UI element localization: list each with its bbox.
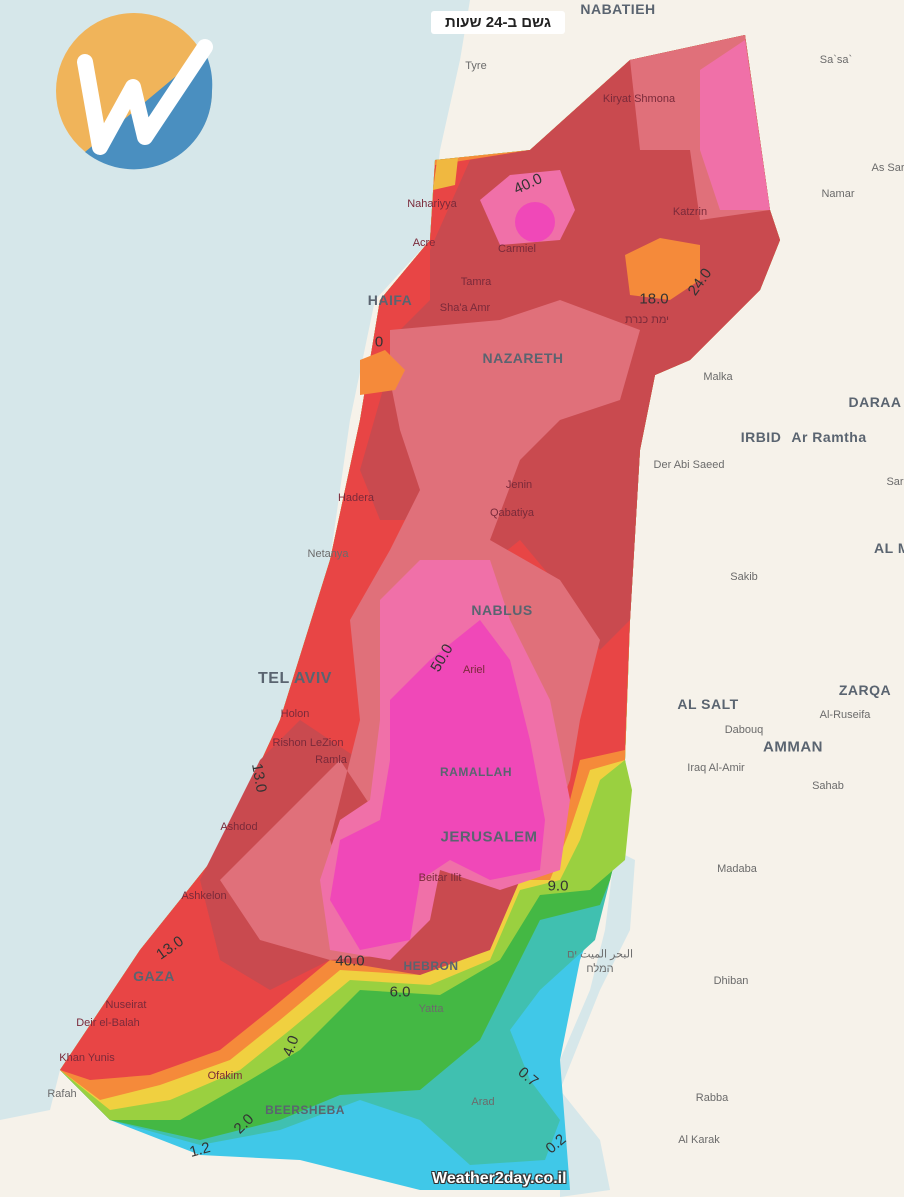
place-label: ZARQA — [838, 682, 892, 698]
contour-label: 0 — [374, 333, 384, 351]
place-label: Nuseirat — [105, 999, 147, 1011]
contour-magenta — [330, 620, 545, 950]
place-label: Tyre — [465, 60, 487, 72]
place-label: Qabatiya — [489, 507, 535, 519]
place-label: Madaba — [717, 863, 757, 875]
place-label: DARAA — [848, 394, 902, 410]
watermark: Weather2day.co.il — [432, 1170, 567, 1187]
place-label: Malka — [703, 371, 733, 383]
rainfall-contours — [60, 35, 780, 1190]
contour-pink-north — [700, 40, 770, 210]
place-label: Ashdod — [220, 821, 258, 833]
place-label: GAZA — [133, 968, 175, 984]
place-label: Ariel — [462, 664, 486, 676]
contour-label: 18.0 — [639, 290, 669, 308]
place-label: Kiryat Shmona — [602, 93, 676, 105]
place-label: Dhiban — [713, 975, 749, 987]
place-label: Ofakim — [207, 1070, 243, 1082]
weather2day-logo[interactable] — [55, 12, 213, 170]
place-label: Sha'a Amr — [439, 302, 491, 314]
place-label: Nahariyya — [407, 198, 457, 210]
place-label: Katzrin — [672, 206, 708, 218]
place-label: Carmiel — [498, 243, 536, 255]
place-label: Namar — [821, 188, 855, 200]
place-label: Khan Yunis — [59, 1052, 115, 1064]
place-label: Sar — [886, 476, 904, 488]
place-label: AMMAN — [763, 738, 823, 756]
place-label: Iraq Al-Amir — [687, 762, 745, 774]
place-label: Tamra — [460, 276, 492, 288]
map-title: גשם ב-24 שעות — [431, 11, 565, 34]
place-label: Sa`sa` — [819, 54, 853, 66]
place-label: ימת כנרת — [624, 314, 670, 326]
contour-label: 9.0 — [547, 877, 569, 895]
place-label: Acre — [412, 237, 436, 249]
contour-orange-haifa — [360, 350, 405, 395]
place-label: Rabba — [695, 1092, 729, 1104]
place-label: Jenin — [505, 479, 533, 491]
place-label: Al-Ruseifa — [819, 709, 871, 721]
contour-label: 6.0 — [389, 983, 411, 1001]
place-label: BEERSHEBA — [265, 1103, 345, 1117]
place-label: המלח — [586, 963, 614, 975]
dead-sea — [560, 850, 635, 1197]
place-label: AL SALT — [677, 696, 739, 712]
contour-magenta-carmiel — [515, 202, 555, 242]
place-label: NABATIEH — [580, 1, 656, 17]
place-label: RAMALLAH — [440, 765, 512, 779]
place-label: Ashkelon — [181, 890, 227, 902]
place-label: Beitar Ilit — [418, 872, 462, 884]
contour-label: 40.0 — [335, 952, 365, 970]
place-label: Deir el-Balah — [76, 1017, 140, 1029]
place-label: NABLUS — [471, 602, 533, 618]
place-label: HEBRON — [403, 959, 459, 973]
place-label: As Sar — [871, 162, 904, 174]
place-label: Yatta — [418, 1003, 444, 1015]
place-label: IRBID — [740, 429, 782, 445]
place-label: Sahab — [812, 780, 844, 792]
place-label: Sakib — [730, 571, 758, 583]
place-label: NAZARETH — [482, 350, 564, 366]
place-label: Ar Ramtha — [791, 429, 867, 445]
place-label: Hadera — [337, 492, 375, 504]
place-label: Holon — [280, 708, 310, 720]
place-label: HAIFA — [367, 292, 413, 308]
place-label: Netanya — [307, 548, 349, 560]
place-label: TEL AVIV — [258, 670, 332, 687]
place-label: AL M — [874, 540, 904, 556]
place-label: Dabouq — [724, 724, 764, 736]
place-label: Arad — [471, 1096, 495, 1108]
place-label: البحر الميت ים — [567, 948, 633, 961]
place-label: Rishon LeZion — [272, 737, 344, 749]
place-label: Al Karak — [678, 1134, 720, 1146]
place-label: Ramla — [315, 754, 347, 766]
place-label: Der Abi Saeed — [653, 459, 725, 471]
mediterranean-sea — [0, 0, 470, 1120]
place-label: JERUSALEM — [440, 828, 538, 846]
place-label: Rafah — [47, 1088, 77, 1100]
contour-orange-kinneret — [625, 238, 700, 300]
contour-yellow-nahariyya — [433, 158, 458, 190]
